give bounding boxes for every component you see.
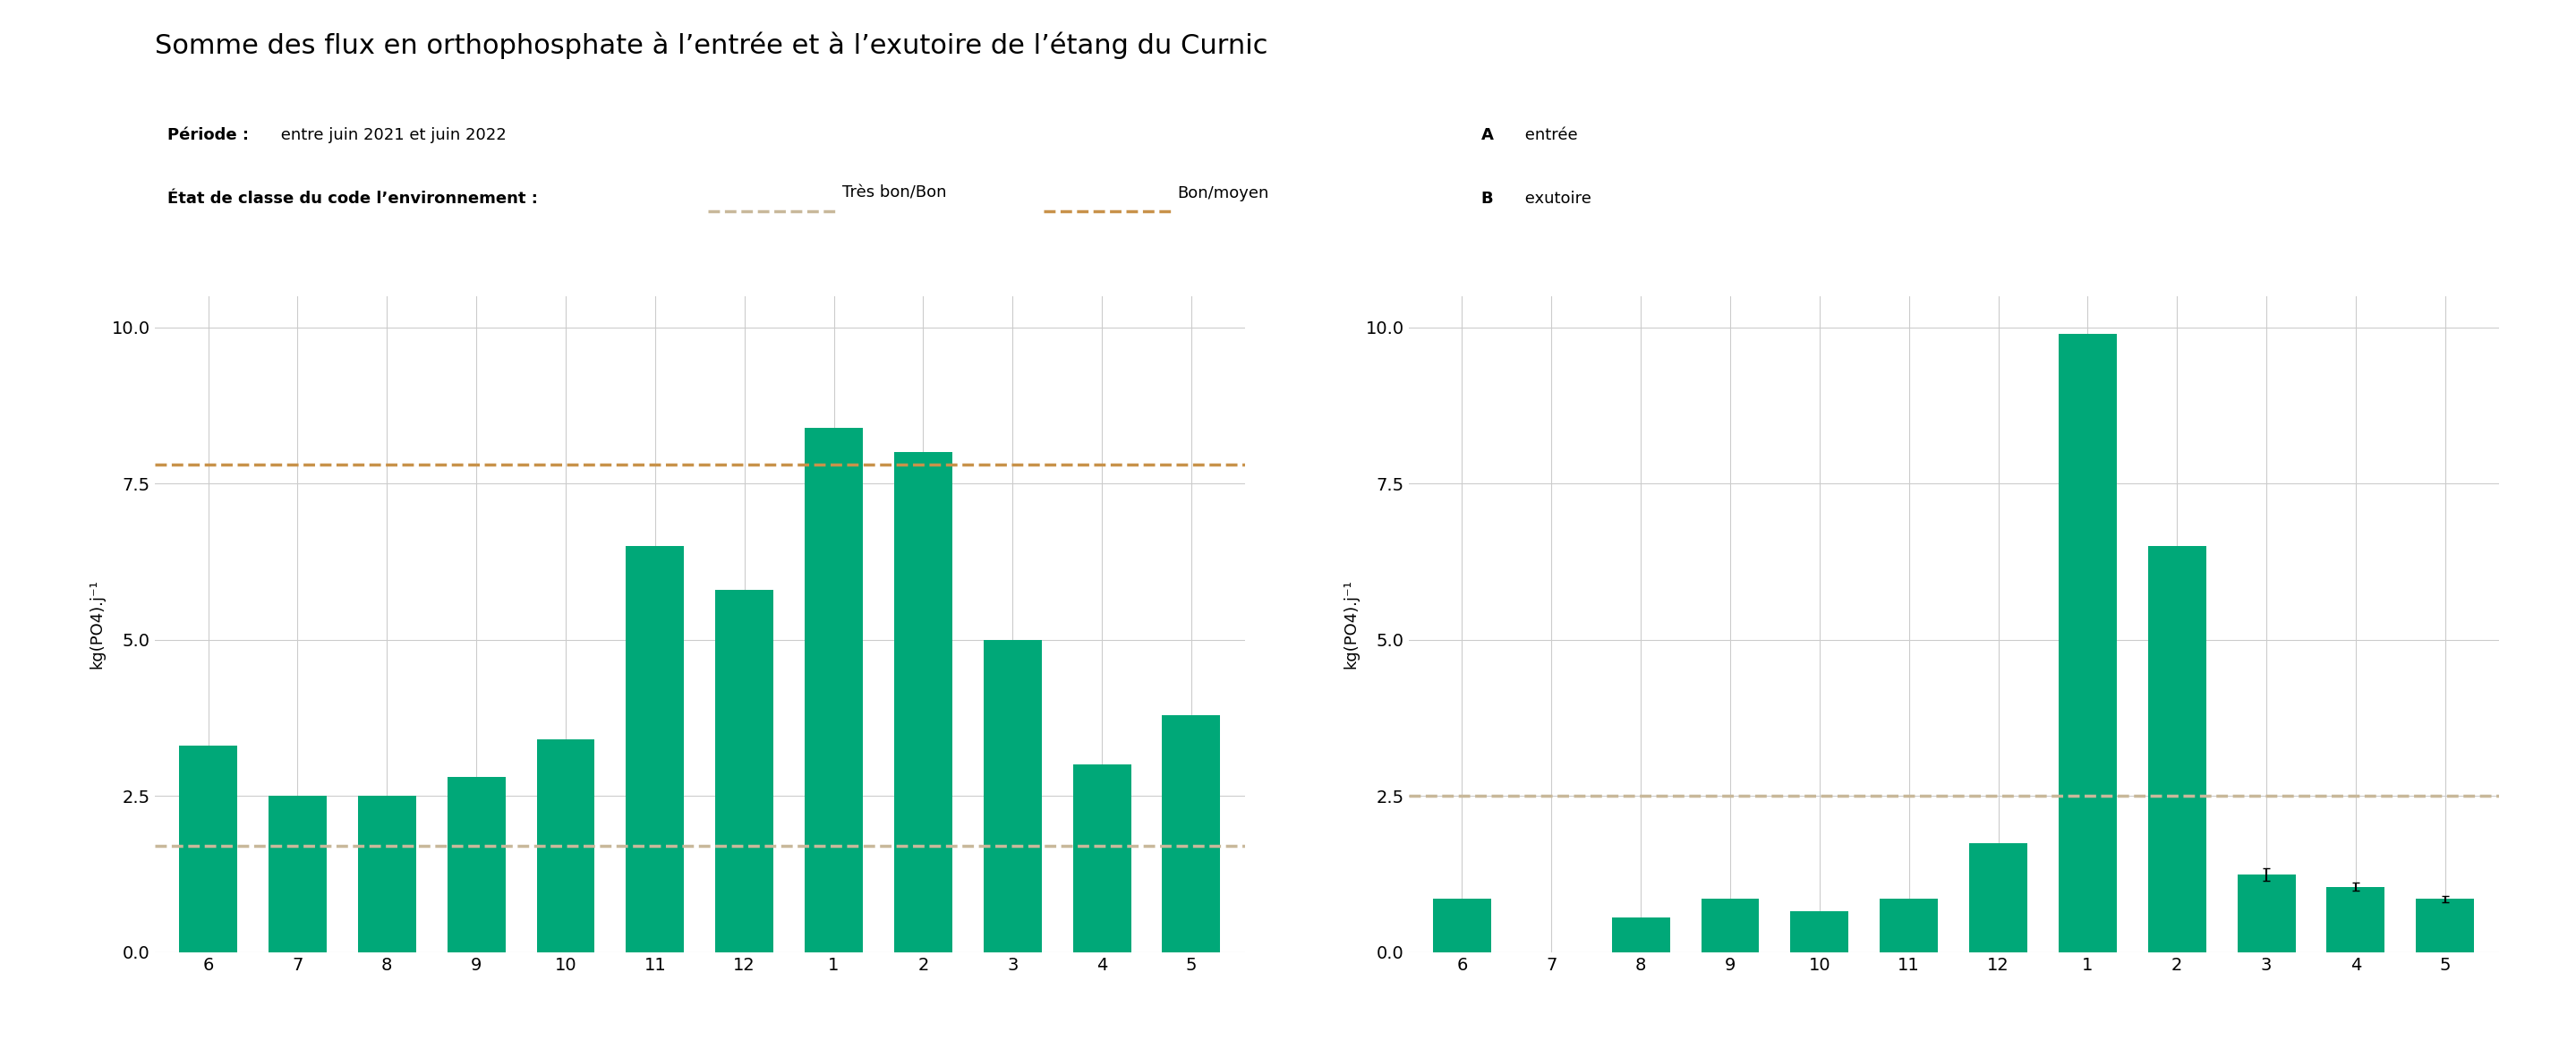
Bar xyxy=(894,453,953,952)
Bar xyxy=(1790,912,1850,952)
Bar xyxy=(1613,918,1669,952)
Bar xyxy=(1968,843,2027,952)
Bar xyxy=(804,427,863,952)
Bar xyxy=(984,640,1041,952)
Text: B: B xyxy=(1481,190,1494,206)
Bar xyxy=(2326,887,2385,952)
Bar xyxy=(180,746,237,952)
Bar xyxy=(2416,899,2473,952)
Text: Bon/moyen: Bon/moyen xyxy=(1177,185,1270,201)
Bar xyxy=(2239,874,2295,952)
Text: entre juin 2021 et juin 2022: entre juin 2021 et juin 2022 xyxy=(276,127,507,143)
Bar xyxy=(448,778,505,952)
Bar xyxy=(1072,765,1131,952)
Y-axis label: kg(PO4).j⁻¹: kg(PO4).j⁻¹ xyxy=(1342,580,1360,669)
Text: État de classe du code l’environnement :: État de classe du code l’environnement : xyxy=(167,190,538,206)
Bar xyxy=(1432,899,1492,952)
Text: Période :: Période : xyxy=(167,127,250,143)
Bar xyxy=(626,546,685,952)
Y-axis label: kg(PO4).j⁻¹: kg(PO4).j⁻¹ xyxy=(90,580,106,669)
Text: entrée: entrée xyxy=(1520,127,1577,143)
Bar xyxy=(2058,333,2117,952)
Text: A: A xyxy=(1481,127,1494,143)
Bar xyxy=(1162,715,1221,952)
Bar xyxy=(1880,899,1937,952)
Text: Très bon/Bon: Très bon/Bon xyxy=(842,185,945,201)
Bar xyxy=(536,740,595,952)
Bar xyxy=(2148,546,2205,952)
Bar xyxy=(716,590,773,952)
Text: exutoire: exutoire xyxy=(1520,190,1592,206)
Bar xyxy=(268,796,327,952)
Text: Somme des flux en orthophosphate à l’entrée et à l’exutoire de l’étang du Curnic: Somme des flux en orthophosphate à l’ent… xyxy=(155,32,1267,59)
Bar xyxy=(1700,899,1759,952)
Bar xyxy=(358,796,415,952)
